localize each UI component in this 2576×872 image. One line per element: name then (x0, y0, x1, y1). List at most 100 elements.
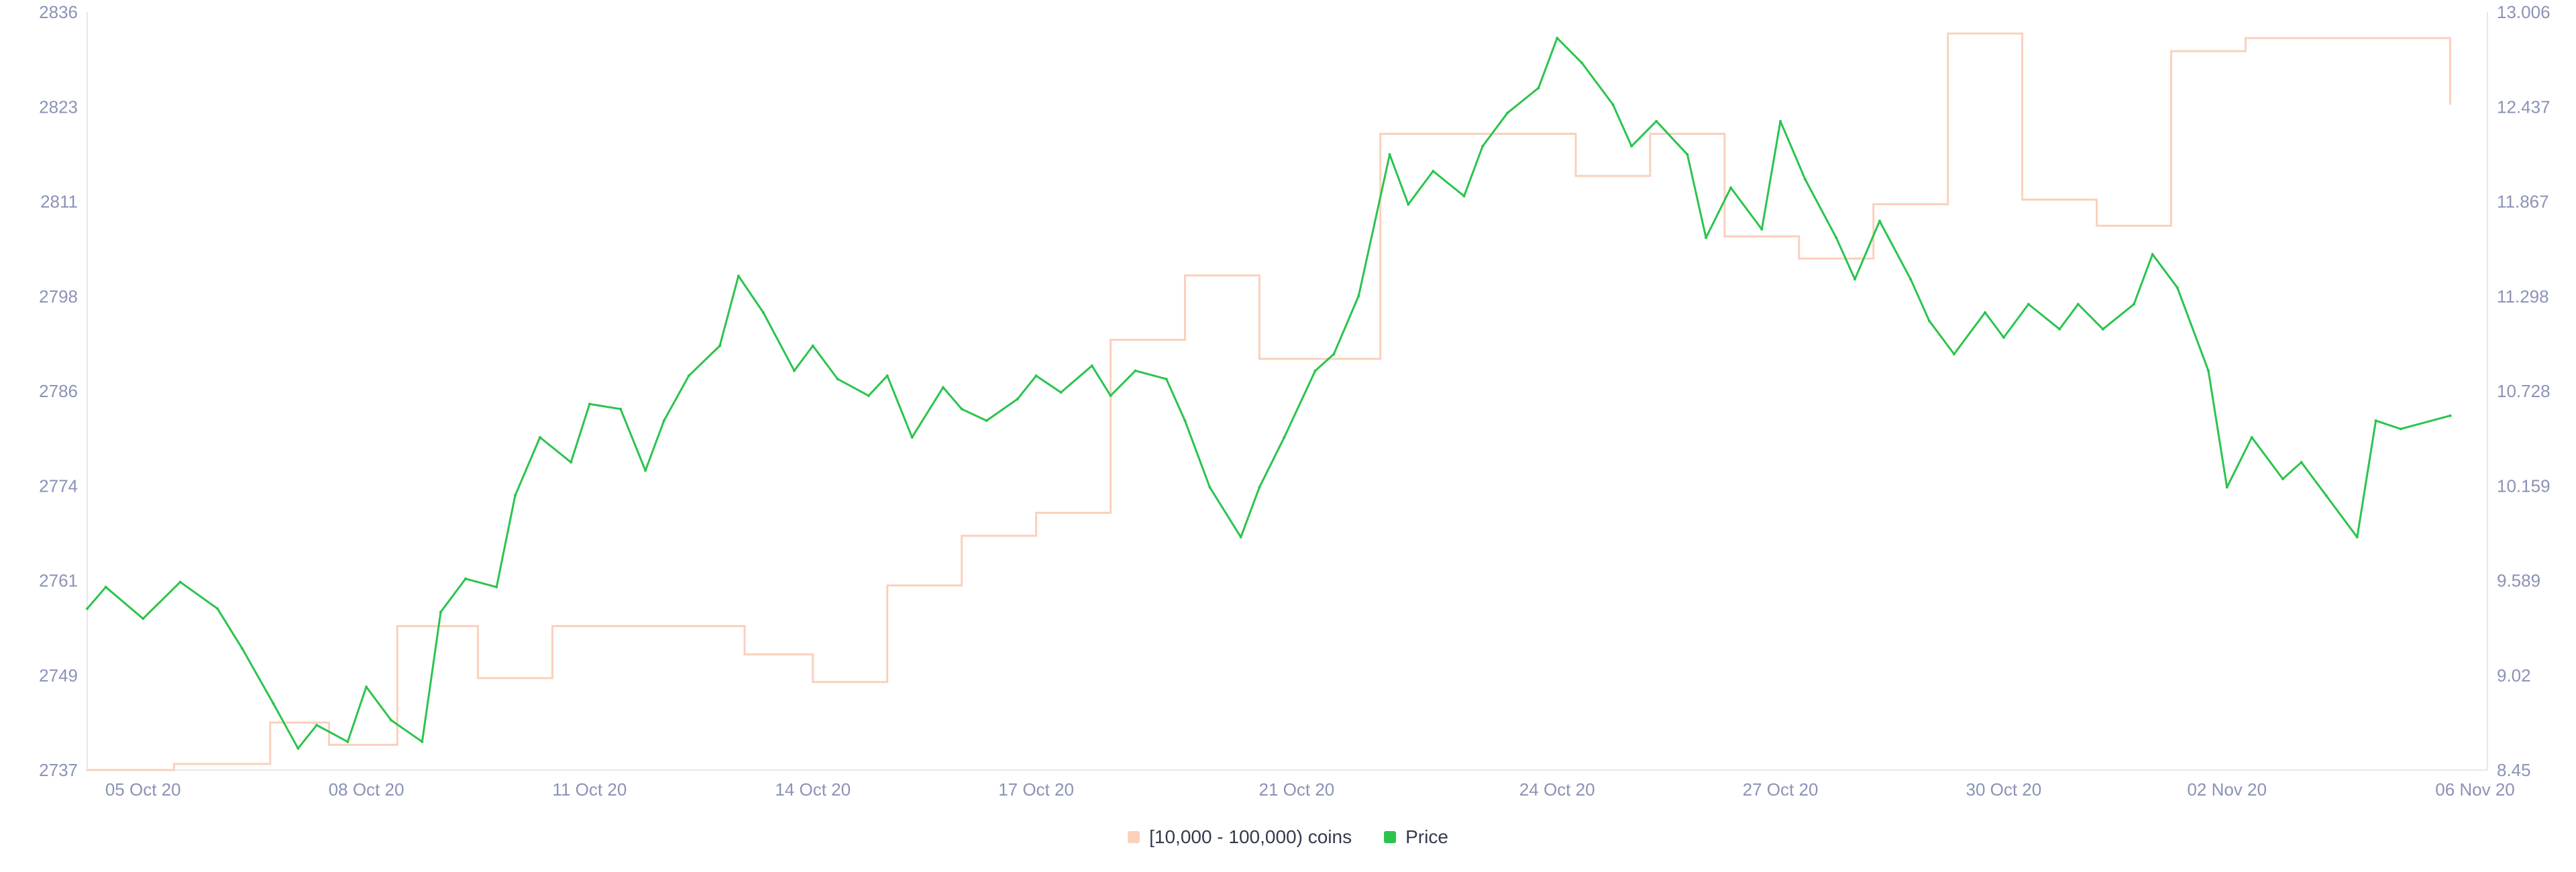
y-left-tick-label: 2823 (39, 97, 78, 117)
holders-point (2449, 103, 2452, 105)
y-right-tick-label: 11.867 (2497, 192, 2549, 212)
price-point (1952, 352, 1955, 356)
holders-point (743, 653, 746, 656)
price-point (811, 344, 814, 347)
legend-label-holders: [10,000 - 100,000) coins (1149, 826, 1352, 847)
price-point (1556, 36, 1559, 40)
legend-item-price[interactable]: Price (1384, 826, 1448, 848)
price-point (1183, 419, 1187, 423)
holders-point (1947, 32, 1949, 35)
price-point (1165, 378, 1168, 381)
price-point (1537, 87, 1540, 90)
price-point (513, 494, 517, 497)
holders-point (2244, 37, 2247, 40)
holders-point (2096, 224, 2098, 227)
legend-swatch-holders (1128, 831, 1140, 843)
price-point (2399, 427, 2402, 431)
price-point (2206, 369, 2210, 372)
holders-point (1110, 339, 1112, 341)
price-point (985, 419, 988, 423)
price-point (885, 374, 889, 378)
price-point (297, 747, 300, 750)
price-point (2151, 253, 2154, 256)
price-point (1878, 219, 1881, 223)
legend-item-holders[interactable]: [10,000 - 100,000) coins (1128, 826, 1352, 848)
price-point (1909, 278, 1913, 281)
y-right-tick-label: 10.728 (2497, 381, 2551, 401)
y-right-tick-label: 12.437 (2497, 97, 2551, 117)
x-tick-label: 05 Oct 20 (105, 779, 181, 800)
price-point (662, 419, 665, 423)
x-tick-label: 11 Oct 20 (552, 779, 627, 800)
x-tick-label: 17 Oct 20 (998, 779, 1074, 800)
y-left-tick-label: 2836 (39, 2, 78, 22)
x-tick-label: 24 Oct 20 (1519, 779, 1595, 800)
price-point (1984, 311, 1987, 314)
price-point (2281, 477, 2284, 480)
price-point (1462, 195, 1466, 198)
price-point (644, 469, 647, 472)
price-point (1134, 369, 1137, 372)
series-line-holders (87, 32, 2452, 771)
price-point (365, 685, 368, 688)
holders-point (1379, 132, 1382, 135)
holders-point (396, 624, 398, 627)
holders-point (328, 743, 331, 746)
y-right-tick-label: 8.45 (2497, 760, 2531, 780)
price-point (1835, 236, 1838, 239)
price-point (464, 577, 467, 580)
price-point (761, 311, 765, 314)
price-point (1388, 153, 1391, 156)
price-point (941, 386, 945, 389)
y-right-tick-label: 9.589 (2497, 571, 2540, 591)
price-point (1407, 203, 1410, 206)
price-point (2324, 494, 2328, 497)
y-right-tick-label: 9.02 (2497, 665, 2531, 686)
y-right-tick-label: 10.159 (2497, 476, 2551, 496)
price-point (1729, 186, 1733, 189)
price-point (588, 402, 591, 406)
holders-point (2021, 199, 2024, 201)
price-point (1109, 394, 1112, 397)
legend-swatch-price (1384, 831, 1397, 843)
legend-label-price: Price (1405, 826, 1448, 847)
price-point (2449, 414, 2452, 417)
price-point (178, 580, 182, 584)
price-point (1630, 144, 1633, 148)
price-point (2027, 303, 2030, 306)
x-tick-label: 30 Oct 20 (1966, 779, 2041, 800)
y-left-tick-label: 2749 (39, 665, 78, 686)
price-point (1432, 170, 1435, 173)
holders-point (1035, 511, 1038, 514)
x-tick-label: 21 Oct 20 (1259, 779, 1335, 800)
price-point (2101, 327, 2104, 331)
holders-point (551, 624, 553, 627)
price-point (1239, 535, 1242, 539)
price-point (867, 394, 870, 397)
holders-point (269, 721, 272, 724)
price-point (687, 374, 690, 378)
price-point (495, 586, 498, 589)
holders-point (476, 677, 479, 679)
holders-point (86, 769, 89, 771)
y-left-tick-label: 2774 (39, 476, 78, 496)
price-point (1357, 294, 1360, 298)
price-point (2250, 435, 2253, 439)
price-point (1283, 435, 1286, 439)
price-point (2133, 303, 2136, 306)
chart-legend: [10,000 - 100,000) coins Price (0, 826, 2576, 848)
holders-point (812, 681, 814, 684)
holders-point (1574, 174, 1577, 177)
price-point (2300, 461, 2303, 464)
price-point (272, 702, 275, 705)
price-point (1506, 111, 1509, 115)
chart-axes: 2737 2749 2761 2774 2786 2798 2811 2823 2836 8.45… (39, 2, 2550, 800)
price-point (836, 378, 839, 381)
price-point (1803, 178, 1807, 181)
price-point (1258, 486, 1261, 489)
holders-point (1183, 274, 1186, 277)
y-right-tick-label: 13.006 (2497, 2, 2551, 22)
x-tick-label: 14 Oct 20 (775, 779, 851, 800)
price-point (619, 407, 623, 411)
price-point (960, 407, 963, 411)
